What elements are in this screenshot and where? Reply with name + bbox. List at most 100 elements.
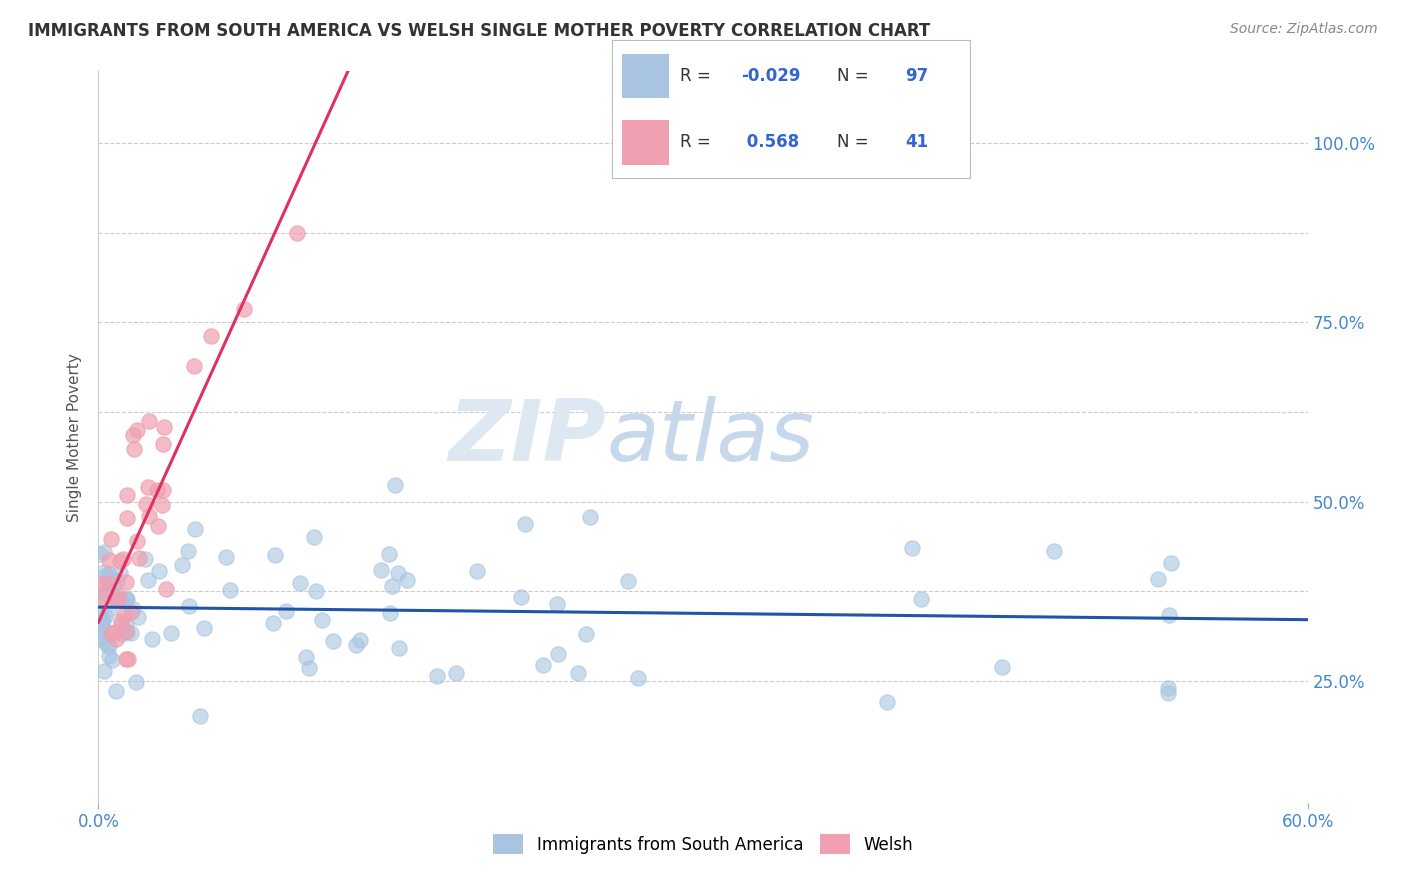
Point	[96, 638, 118, 652]
Point	[446, 666, 468, 681]
Point	[114, 591, 136, 606]
Point	[509, 590, 531, 604]
Point	[111, 626, 134, 640]
Point	[218, 582, 240, 597]
Point	[232, 301, 254, 316]
Point	[145, 483, 167, 498]
Point	[183, 522, 205, 536]
Point	[90, 577, 112, 591]
Point	[100, 532, 122, 546]
Point	[94, 582, 117, 596]
Point	[396, 573, 419, 587]
Point	[381, 578, 404, 592]
Point	[901, 541, 924, 555]
Point	[91, 613, 114, 627]
Point	[105, 593, 128, 607]
Point	[115, 624, 138, 638]
Point	[110, 618, 132, 632]
Y-axis label: Single Mother Poverty: Single Mother Poverty	[67, 352, 83, 522]
Point	[93, 664, 115, 678]
Point	[93, 634, 115, 648]
Point	[124, 675, 146, 690]
Point	[141, 632, 163, 647]
Point	[125, 534, 148, 549]
Point	[160, 626, 183, 640]
Point	[136, 480, 159, 494]
Point	[155, 582, 177, 596]
Point	[108, 554, 131, 568]
Text: N =: N =	[838, 134, 875, 152]
Point	[183, 359, 205, 373]
Point	[128, 551, 150, 566]
Point	[104, 632, 127, 647]
Point	[378, 607, 401, 621]
Point	[370, 563, 392, 577]
Text: 0.568: 0.568	[741, 134, 799, 152]
Point	[1157, 681, 1180, 696]
Point	[617, 574, 640, 589]
Text: atlas: atlas	[606, 395, 814, 479]
Point	[117, 652, 139, 666]
Point	[98, 639, 121, 653]
Point	[108, 591, 131, 606]
Point	[1043, 543, 1066, 558]
Point	[100, 626, 122, 640]
Point	[89, 593, 111, 607]
Point	[1159, 608, 1181, 623]
Point	[93, 545, 115, 559]
Text: 97: 97	[905, 67, 929, 85]
Point	[94, 608, 117, 623]
Point	[105, 574, 128, 588]
Point	[107, 590, 129, 604]
Point	[910, 592, 932, 607]
Point	[138, 574, 160, 588]
Point	[120, 605, 142, 619]
Point	[115, 652, 138, 666]
Point	[138, 509, 160, 524]
Point	[97, 649, 120, 664]
Point	[387, 641, 409, 656]
Point	[115, 591, 138, 606]
Point	[1160, 557, 1182, 571]
Point	[89, 631, 111, 645]
Point	[179, 599, 201, 613]
Point	[110, 566, 132, 581]
Point	[134, 552, 156, 566]
Text: ZIP: ZIP	[449, 395, 606, 479]
Point	[135, 497, 157, 511]
Point	[104, 592, 127, 607]
Point	[1157, 686, 1180, 700]
Point	[148, 518, 170, 533]
Point	[344, 638, 367, 652]
Point	[214, 550, 236, 565]
Point	[148, 564, 170, 578]
Point	[302, 531, 325, 545]
Point	[112, 551, 135, 566]
Point	[298, 661, 321, 675]
Point	[93, 585, 115, 599]
Point	[153, 420, 176, 434]
Point	[378, 547, 401, 561]
Point	[91, 615, 114, 629]
Point	[627, 671, 650, 685]
Point	[531, 658, 554, 673]
Text: -0.029: -0.029	[741, 67, 800, 85]
Point	[115, 510, 138, 524]
Point	[188, 709, 211, 723]
Point	[115, 592, 138, 607]
Point	[98, 602, 121, 616]
Point	[115, 488, 138, 502]
Point	[97, 567, 120, 582]
Point	[89, 607, 111, 622]
Point	[127, 610, 149, 624]
Point	[322, 634, 344, 648]
Point	[465, 564, 488, 578]
Point	[152, 498, 174, 512]
Point	[274, 604, 297, 618]
Point	[567, 665, 589, 680]
Point	[90, 617, 112, 632]
Point	[264, 548, 287, 562]
Point	[97, 576, 120, 591]
Point	[991, 659, 1014, 673]
Point	[579, 510, 602, 524]
